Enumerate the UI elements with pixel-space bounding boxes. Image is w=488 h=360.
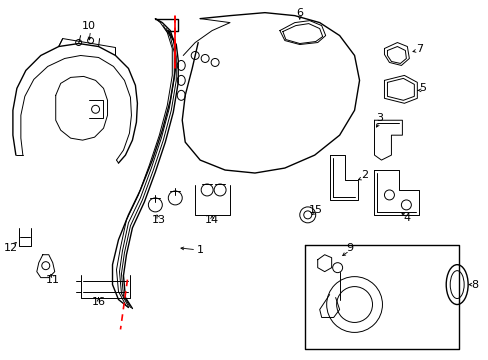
Text: 11: 11 (46, 275, 60, 285)
Text: 4: 4 (403, 213, 410, 223)
Text: 14: 14 (204, 215, 219, 225)
Text: 2: 2 (360, 170, 367, 180)
Text: 13: 13 (151, 215, 165, 225)
Text: 1: 1 (196, 245, 203, 255)
Text: 8: 8 (470, 280, 478, 289)
Text: 15: 15 (308, 205, 322, 215)
Text: 10: 10 (81, 21, 96, 31)
Text: 3: 3 (375, 113, 382, 123)
Text: 6: 6 (296, 8, 303, 18)
Text: 12: 12 (4, 243, 18, 253)
Text: 7: 7 (415, 44, 422, 54)
Text: 16: 16 (91, 297, 105, 306)
Text: 5: 5 (418, 84, 425, 93)
Text: 9: 9 (346, 243, 352, 253)
